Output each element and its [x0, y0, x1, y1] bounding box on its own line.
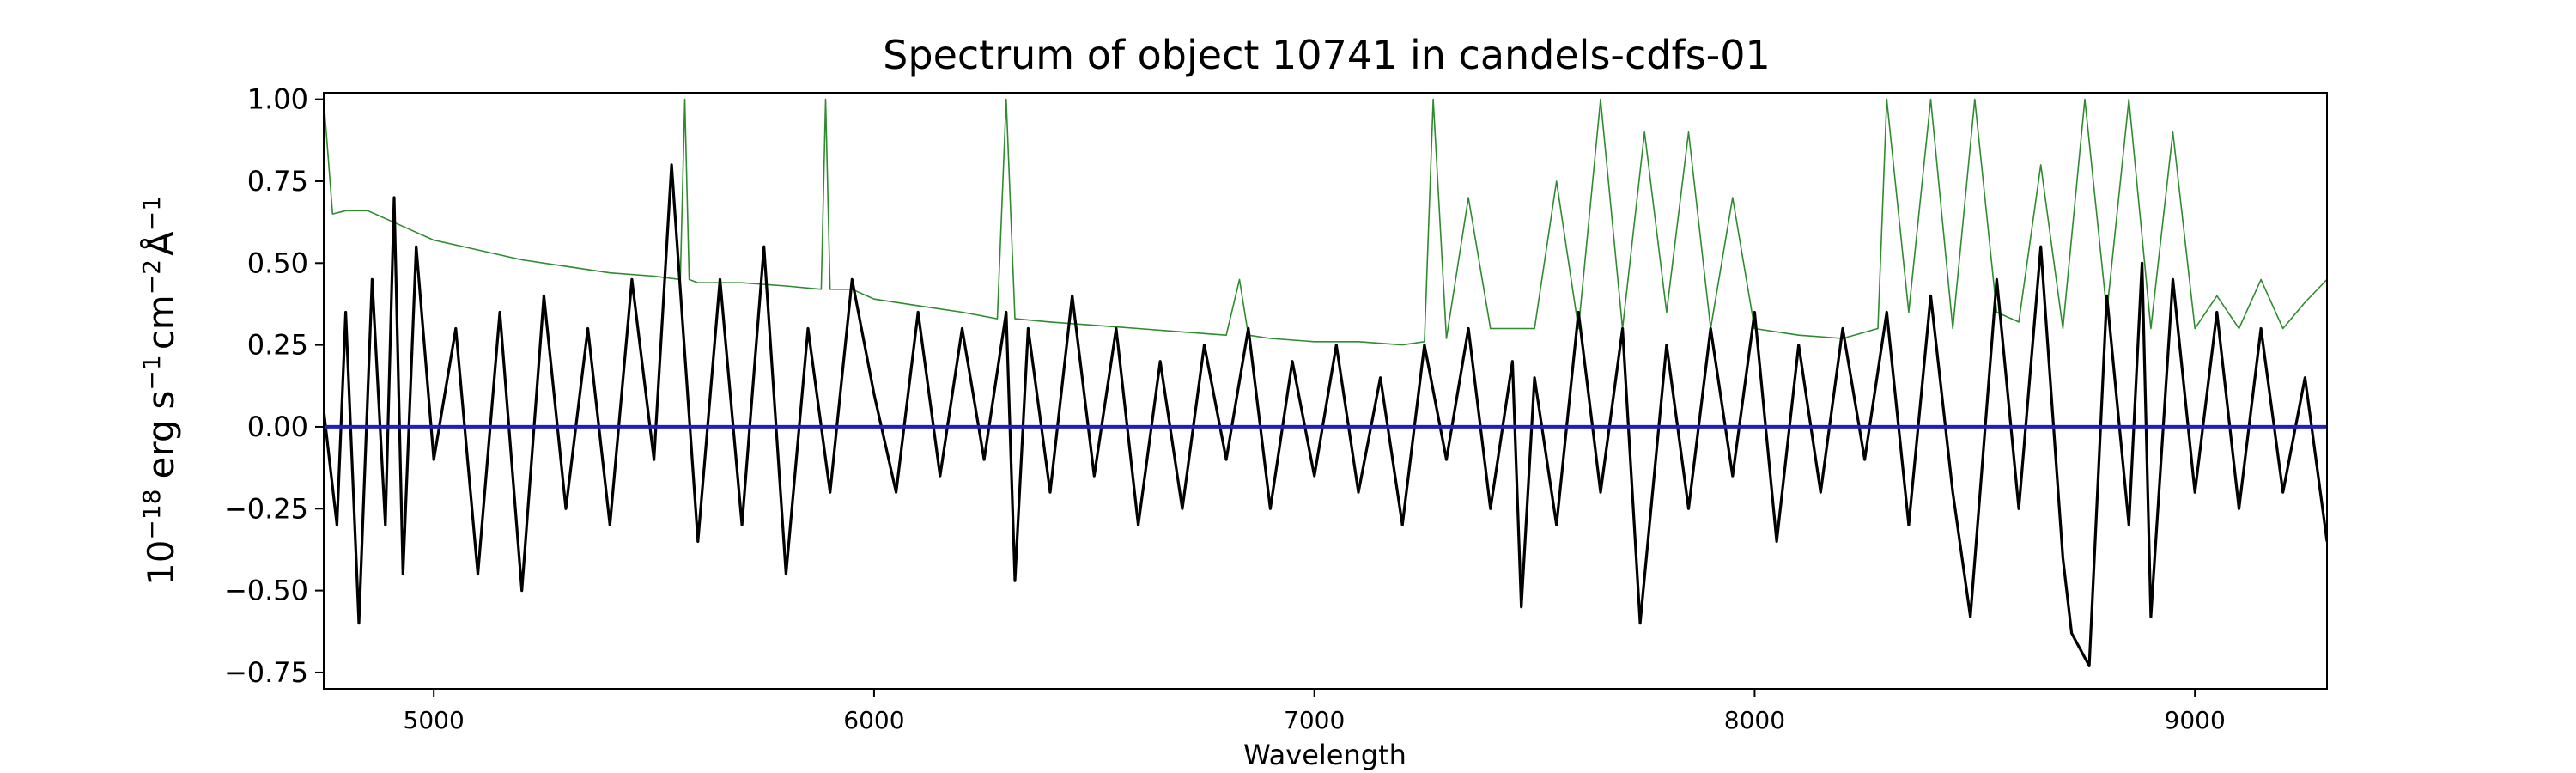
- plot-frame: [323, 92, 2328, 690]
- series-layer: [324, 98, 2327, 667]
- y-label-unit-s: s: [140, 391, 182, 410]
- y-tick-label: 0.50: [247, 247, 308, 279]
- plot-area: [323, 92, 2328, 690]
- y-label-base: 10: [140, 540, 182, 586]
- chart-title: Spectrum of object 10741 in candels-cdfs…: [883, 32, 1771, 78]
- y-label-unit-s-exp: −1: [137, 355, 166, 390]
- x-tick-label: 9000: [2165, 706, 2226, 734]
- y-tick-label: −0.75: [224, 656, 308, 689]
- y-tick-label: 0.25: [247, 329, 308, 362]
- x-axis: 5000 6000 7000 8000 9000: [404, 689, 2226, 734]
- series-flux-line: [324, 163, 2327, 667]
- y-axis-label: 10−18ergs−1cm−2Å−1: [137, 196, 182, 586]
- x-tick-label: 8000: [1724, 706, 1785, 734]
- y-tick-label: 0.00: [247, 411, 308, 443]
- y-tick-label: −0.25: [224, 492, 308, 525]
- y-label-unit-cm: cm: [140, 295, 182, 350]
- x-tick-label: 7000: [1284, 706, 1345, 734]
- y-tick-label: −0.50: [224, 575, 308, 607]
- series-error-line: [324, 98, 2327, 346]
- y-label-exponent: −18: [137, 489, 166, 539]
- y-label-unit-angstrom: Å: [139, 231, 182, 256]
- x-axis-label: Wavelength: [1243, 739, 1406, 771]
- x-tick-label: 6000: [843, 706, 904, 734]
- y-label-unit-angstrom-exp: −1: [137, 196, 166, 231]
- y-label-unit-cm-exp: −2: [137, 259, 166, 295]
- y-tick-label: 1.00: [247, 83, 308, 116]
- y-tick-label: 0.75: [247, 165, 308, 198]
- x-tick-label: 5000: [404, 706, 465, 734]
- y-axis: −0.75 −0.50 −0.25 0.00 0.25 0.50 0.75 1.00: [224, 83, 324, 689]
- y-label-unit-erg: erg: [140, 419, 182, 478]
